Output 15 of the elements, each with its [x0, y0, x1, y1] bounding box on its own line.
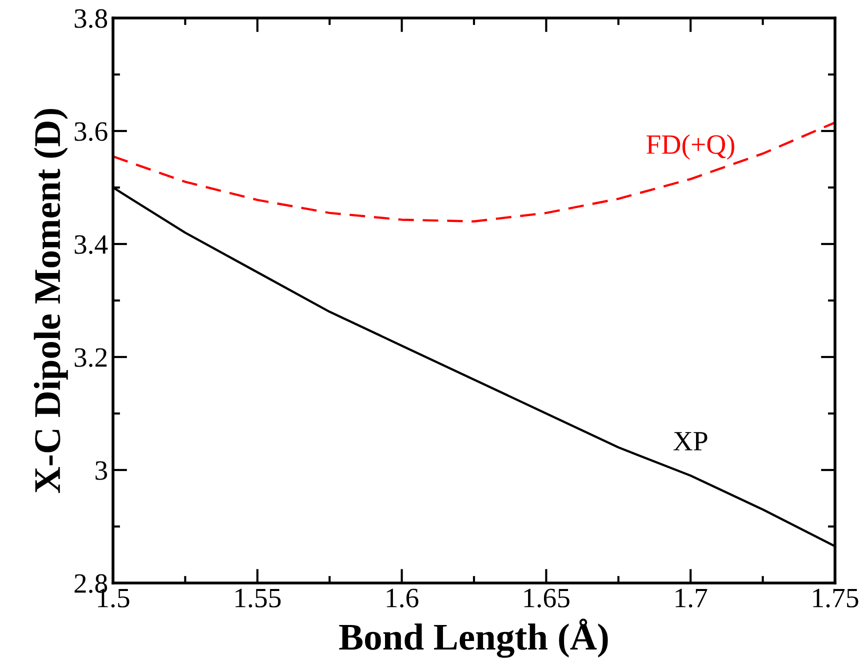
y-tick-label: 3.8: [74, 9, 108, 28]
y-tick-label: 3.6: [74, 122, 108, 142]
y-tick-label: 3.2: [74, 348, 107, 368]
x-tick-label: 1.6: [386, 588, 418, 608]
y-axis-title: X-C Dipole Moment (D): [34, 108, 68, 493]
line-series: [113, 121, 835, 223]
x-tick-label: 1.65: [524, 588, 570, 608]
series-label: FD(+Q): [646, 134, 734, 160]
x-tick-label: 1.7: [676, 588, 708, 608]
x-tick-label: 1.75: [813, 588, 858, 608]
y-tick-label: 3: [96, 461, 108, 480]
y-tick-label: 3.4: [74, 235, 108, 254]
x-tick-label: 1.55: [236, 588, 281, 608]
series-label: XP: [673, 432, 708, 450]
x-axis-title: Bond Length (Å): [339, 618, 608, 658]
